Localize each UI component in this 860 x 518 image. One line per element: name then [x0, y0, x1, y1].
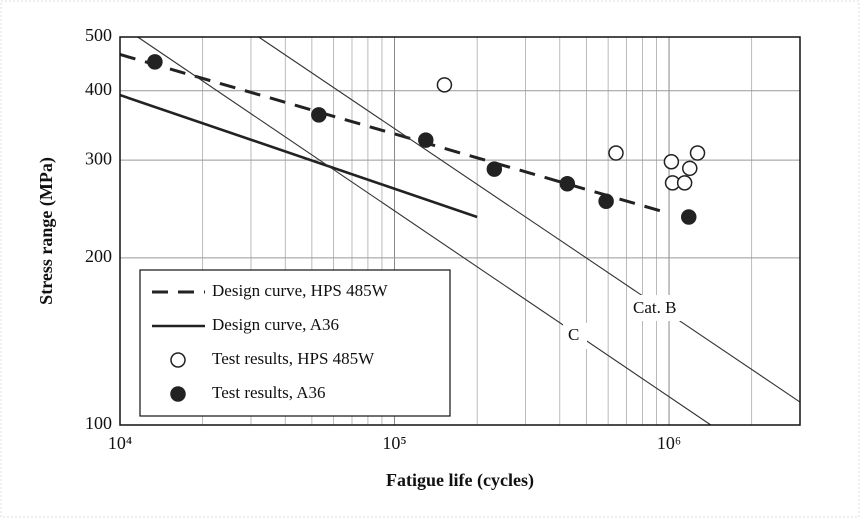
data-point	[486, 161, 503, 177]
legend-box	[139, 269, 451, 417]
y-tick-label: 500	[85, 25, 112, 45]
data-point	[689, 145, 706, 161]
data-point	[676, 175, 693, 191]
data-point	[559, 176, 576, 192]
legend-symbol	[170, 386, 186, 402]
x-tick-label: 10⁴	[108, 433, 132, 453]
design-line	[258, 36, 801, 403]
x-tick-label: 10⁵	[382, 433, 406, 453]
data-point	[598, 193, 614, 209]
label-bg	[628, 295, 698, 321]
data-point	[681, 209, 697, 225]
data-point	[418, 132, 434, 148]
design-line	[119, 93, 478, 219]
data-point	[608, 145, 624, 161]
data-point	[682, 160, 698, 177]
x-axis-label: Fatigue life (cycles)	[386, 470, 534, 491]
plot-border	[119, 36, 801, 426]
legend-symbol	[170, 352, 186, 368]
legend-label: Test results, HPS 485W	[212, 349, 375, 368]
y-tick-label: 200	[85, 246, 112, 266]
label-bg	[563, 323, 587, 349]
y-axis-label: Stress range (MPa)	[36, 157, 57, 305]
y-tick-label: 300	[85, 148, 112, 168]
data-point	[436, 77, 453, 93]
data-point	[147, 54, 163, 70]
legend-label: Test results, A36	[212, 383, 326, 402]
plot	[119, 36, 801, 426]
y-tick-label: 400	[85, 79, 112, 99]
design-line	[137, 36, 712, 426]
legend-label: Design curve, A36	[212, 315, 339, 334]
legend-label: Design curve, HPS 485W	[212, 281, 389, 300]
data-point	[311, 107, 327, 123]
line-label: Cat. B	[633, 298, 676, 317]
line-label: C	[568, 325, 579, 344]
legend: Design curve, HPS 485W Design curve, A36 T…	[152, 281, 389, 402]
y-tick-label: 100	[85, 413, 112, 433]
x-tick-label: 10⁶	[657, 433, 681, 453]
data-point	[663, 154, 680, 170]
